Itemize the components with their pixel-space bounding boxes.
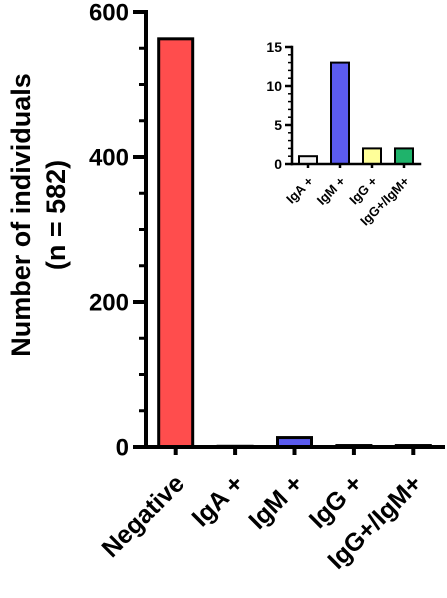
main-chart: Number of individuals (n = 582) 0 200 400 6… xyxy=(6,0,445,575)
y-tick-label: 200 xyxy=(89,290,129,317)
x-tick-label: IgM + xyxy=(314,173,349,208)
y-axis-title: Number of individuals (n = 582) xyxy=(6,73,71,357)
y-tick-label: 600 xyxy=(89,0,129,27)
y-tick-label: 0 xyxy=(274,156,282,172)
bar-igg xyxy=(362,147,382,165)
x-tick-label: IgM + xyxy=(243,469,308,534)
x-tick-label: Negative xyxy=(96,469,190,563)
y-axis-title-line-1: Number of individuals xyxy=(6,73,36,357)
x-tick-label: IgA + xyxy=(186,469,249,532)
y-axis-title-line-2: (n = 582) xyxy=(41,160,71,270)
bar-igg-igm xyxy=(394,147,414,165)
bar-negative xyxy=(157,37,195,449)
y-tick-label: 0 xyxy=(116,435,129,462)
x-tick-label: IgA + xyxy=(283,173,316,206)
y-tick-label: 5 xyxy=(274,117,282,133)
y-tick-label: 400 xyxy=(89,145,129,172)
bar-igm xyxy=(330,61,350,165)
y-tick-label: 10 xyxy=(266,78,282,94)
y-tick-label: 15 xyxy=(266,39,282,55)
